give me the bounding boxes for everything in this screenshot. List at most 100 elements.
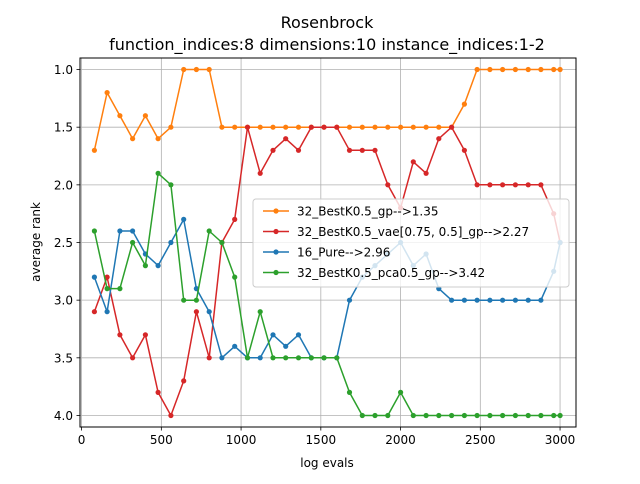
data-point bbox=[334, 355, 340, 361]
data-point bbox=[295, 332, 302, 338]
y-tick-label: 3.5 bbox=[54, 351, 73, 365]
data-point bbox=[500, 182, 506, 188]
data-point bbox=[219, 355, 225, 361]
data-point bbox=[270, 124, 276, 130]
data-point bbox=[398, 389, 404, 395]
x-tick-label: 2500 bbox=[465, 433, 496, 447]
data-point bbox=[130, 136, 136, 142]
data-point bbox=[487, 412, 493, 419]
data-point bbox=[449, 412, 455, 419]
data-point bbox=[91, 228, 97, 234]
data-point bbox=[193, 309, 199, 315]
data-point bbox=[168, 124, 174, 130]
data-point bbox=[474, 182, 480, 188]
data-point bbox=[104, 286, 110, 292]
data-point bbox=[283, 124, 289, 130]
data-point bbox=[155, 170, 161, 176]
data-point bbox=[449, 297, 455, 303]
data-point bbox=[206, 355, 212, 361]
legend: 32_BestK0.5_gp-->1.35 32_BestK0.5_vae[0.7… bbox=[252, 198, 570, 288]
legend-marker bbox=[273, 208, 279, 214]
data-point bbox=[410, 124, 416, 130]
data-point bbox=[525, 66, 531, 73]
y-tick-label: 2.0 bbox=[54, 178, 73, 192]
data-point bbox=[321, 355, 327, 361]
legend-marker bbox=[273, 228, 279, 235]
legend-label: 32_BestK0.5_vae[0.75, 0.5]_gp-->2.27 bbox=[297, 225, 529, 239]
data-point bbox=[181, 216, 187, 222]
data-point bbox=[206, 228, 212, 234]
data-point bbox=[474, 297, 480, 303]
data-point bbox=[155, 263, 161, 269]
data-point bbox=[538, 182, 544, 188]
data-point bbox=[168, 239, 174, 246]
data-point bbox=[193, 66, 199, 73]
data-point bbox=[372, 147, 378, 153]
data-point bbox=[155, 136, 161, 142]
data-point bbox=[410, 159, 416, 165]
x-tick-label: 2000 bbox=[385, 433, 416, 447]
data-point bbox=[487, 66, 493, 73]
legend-marker bbox=[273, 249, 279, 255]
data-point bbox=[104, 309, 110, 315]
legend-box bbox=[252, 198, 570, 288]
data-point bbox=[512, 182, 519, 188]
data-point bbox=[283, 343, 289, 349]
data-point bbox=[168, 182, 174, 188]
data-point bbox=[295, 124, 302, 130]
data-point bbox=[359, 147, 365, 153]
y-axis-label: average rank bbox=[29, 202, 43, 282]
data-point bbox=[474, 66, 480, 73]
data-point bbox=[308, 355, 314, 361]
data-point bbox=[219, 124, 225, 130]
data-point bbox=[295, 147, 302, 153]
data-point bbox=[423, 124, 429, 130]
data-point bbox=[244, 355, 251, 361]
legend-item: 32_BestK0.5_vae[0.75, 0.5]_gp-->2.27 bbox=[263, 225, 529, 239]
data-point bbox=[193, 297, 199, 303]
data-point bbox=[525, 297, 531, 303]
data-point bbox=[104, 274, 110, 280]
data-point bbox=[346, 297, 353, 303]
data-point bbox=[398, 124, 404, 130]
data-point bbox=[117, 228, 123, 234]
data-point bbox=[461, 101, 467, 107]
data-point bbox=[557, 412, 563, 419]
data-point bbox=[130, 239, 136, 246]
legend-label: 16_Pure-->2.96 bbox=[297, 246, 390, 260]
chart-subtitle: function_indices:8 dimensions:10 instanc… bbox=[109, 35, 545, 55]
x-tick-label: 1500 bbox=[306, 433, 337, 447]
legend-item: 32_BestK0.5_pca0.5_gp-->3.42 bbox=[263, 266, 485, 280]
series-3 bbox=[91, 170, 563, 419]
data-point bbox=[283, 136, 289, 142]
data-point bbox=[181, 297, 187, 303]
data-point bbox=[295, 355, 302, 361]
data-point bbox=[385, 124, 391, 130]
data-point bbox=[436, 412, 442, 419]
y-tick-label: 1.0 bbox=[54, 63, 73, 77]
legend-label: 32_BestK0.5_gp-->1.35 bbox=[297, 205, 438, 219]
data-point bbox=[232, 343, 238, 349]
data-point bbox=[538, 297, 544, 303]
x-tick-label: 0 bbox=[78, 433, 86, 447]
x-tick-label: 1000 bbox=[226, 433, 257, 447]
y-tick-label: 2.5 bbox=[54, 236, 73, 250]
data-point bbox=[385, 182, 391, 188]
data-point bbox=[525, 182, 531, 188]
data-point bbox=[512, 66, 519, 73]
data-point bbox=[117, 286, 123, 292]
data-point bbox=[334, 124, 340, 130]
data-point bbox=[232, 274, 238, 280]
y-tick-label: 1.5 bbox=[54, 121, 73, 135]
data-point bbox=[117, 332, 123, 338]
data-point bbox=[557, 66, 563, 73]
data-point bbox=[346, 124, 353, 130]
data-point bbox=[270, 332, 276, 338]
data-point bbox=[500, 297, 506, 303]
data-point bbox=[461, 147, 467, 153]
data-point bbox=[346, 147, 353, 153]
data-point bbox=[372, 124, 378, 130]
axis-ticks: 0 500 1000 1500 2000 2500 3000 1.0 1.5 2.0 2.5 3.0 3… bbox=[54, 63, 575, 447]
data-point bbox=[449, 124, 455, 130]
data-point bbox=[142, 263, 148, 269]
